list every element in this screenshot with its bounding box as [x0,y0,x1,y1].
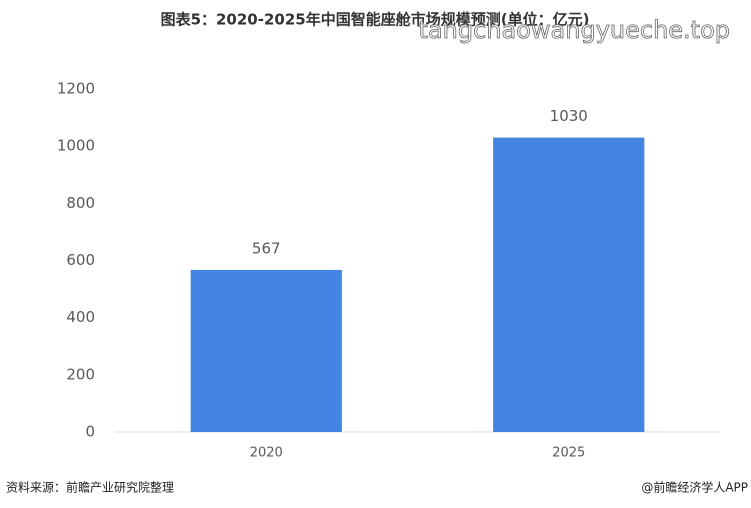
y-tick-label: 1000 [57,137,95,155]
bar [190,269,342,432]
chart-title: 图表5：2020-2025年中国智能座舱市场规模预测(单位：亿元) [161,11,590,29]
y-tick-label: 200 [66,365,95,383]
value-label: 1030 [550,107,588,125]
y-tick-label: 600 [66,251,95,269]
x-tick-label: 2025 [552,446,585,461]
x-tick-label: 2020 [250,446,283,461]
source: 资料来源：前瞻产业研究院整理 [6,480,174,495]
credit: @前瞻经济学人APP [641,480,748,495]
y-tick-label: 400 [66,308,95,326]
y-tick-label: 800 [66,194,95,212]
watermark: tangchaowangyueche.top [419,16,730,44]
value-label: 567 [252,239,281,257]
y-tick-label: 0 [85,423,95,441]
bar [493,137,645,432]
y-tick-label: 1200 [57,80,95,98]
